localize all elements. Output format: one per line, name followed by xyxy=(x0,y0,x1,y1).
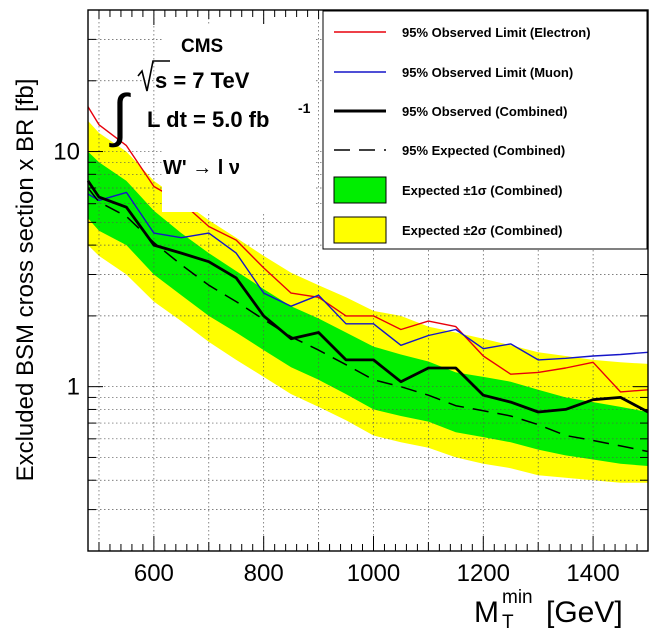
x-tick-label: 800 xyxy=(244,560,284,587)
y-tick-label: 1 xyxy=(67,374,80,401)
series-line-muon xyxy=(87,191,649,361)
lumi-label: L dt = 5.0 fb xyxy=(147,107,269,132)
annotation-block: CMS ∫ s = 7 TeV L dt = 5.0 fb -1 W' → l … xyxy=(109,24,316,212)
band-1sigma xyxy=(88,151,648,466)
legend-swatch-2sigma xyxy=(333,216,387,244)
legend: 95% Observed Limit (Electron) 95% Observ… xyxy=(322,10,648,250)
bands-layer xyxy=(88,120,648,483)
x-tick-label: 1400 xyxy=(566,560,619,587)
annotation-background xyxy=(162,24,316,212)
y-tick-label: 10 xyxy=(53,139,80,166)
x-tick-label: 600 xyxy=(134,560,174,587)
legend-label-electron: 95% Observed Limit (Electron) xyxy=(402,25,591,40)
legend-label-2sigma: Expected ±2σ (Combined) xyxy=(402,223,563,238)
x-axis-title-superscript: min xyxy=(502,587,533,608)
x-axis-title-unit: [GeV] xyxy=(546,596,623,629)
integral-sign: ∫ xyxy=(109,83,131,148)
x-axis-title: M min T [GeV] xyxy=(474,587,623,630)
legend-box xyxy=(322,10,648,250)
x-tick-label: 1200 xyxy=(457,560,510,587)
x-axis-title-subscript: T xyxy=(502,612,514,630)
legend-label-1sigma: Expected ±1σ (Combined) xyxy=(402,183,563,198)
series-line-observed xyxy=(86,180,649,414)
x-tick-label: 1000 xyxy=(347,560,400,587)
series-line-expected xyxy=(87,187,649,453)
legend-label-expected: 95% Expected (Combined) xyxy=(402,143,565,158)
energy-label: s = 7 TeV xyxy=(155,68,250,93)
x-axis-title-symbol: M xyxy=(474,596,499,629)
lumi-exponent: -1 xyxy=(298,100,311,116)
y-axis-title: Excluded BSM cross section x BR [fb] xyxy=(12,79,39,482)
process-label: W' → l ν xyxy=(163,157,240,179)
legend-label-observed: 95% Observed (Combined) xyxy=(402,104,567,119)
sqrt-sign xyxy=(137,60,170,92)
plot-frame xyxy=(87,9,649,552)
legend-swatch-1sigma xyxy=(333,176,387,204)
experiment-label: CMS xyxy=(181,36,223,57)
legend-label-muon: 95% Observed Limit (Muon) xyxy=(402,65,573,80)
